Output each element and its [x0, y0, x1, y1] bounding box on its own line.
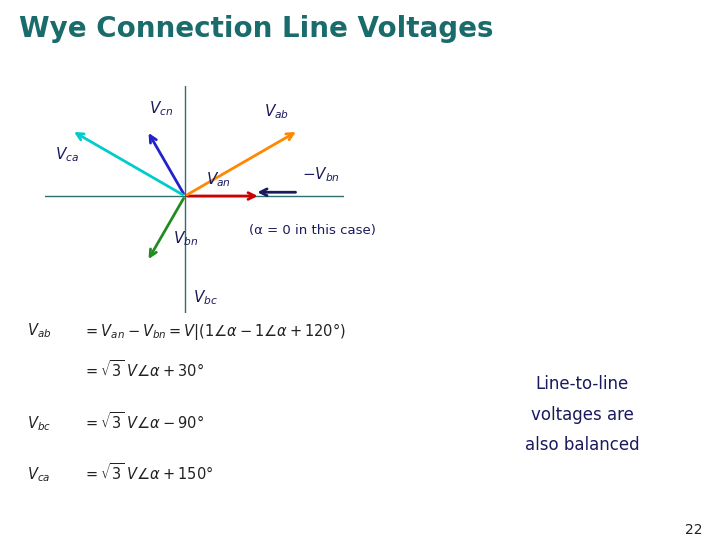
Text: $= \sqrt{3}\;V\angle\alpha - 90°$: $= \sqrt{3}\;V\angle\alpha - 90°$: [84, 410, 204, 431]
Text: $= \sqrt{3}\;V\angle\alpha + 30°$: $= \sqrt{3}\;V\angle\alpha + 30°$: [84, 360, 204, 381]
Text: $V_{ab}$: $V_{ab}$: [27, 322, 51, 340]
Text: $V_{bn}$: $V_{bn}$: [173, 229, 198, 248]
Text: $V_{ca}$: $V_{ca}$: [55, 146, 79, 165]
Text: $V_{bc}$: $V_{bc}$: [192, 288, 217, 307]
Text: $V_{ca}$: $V_{ca}$: [27, 465, 50, 484]
Text: $-V_{bn}$: $-V_{bn}$: [302, 165, 340, 184]
Text: $V_{an}$: $V_{an}$: [206, 170, 231, 188]
Text: Wye Connection Line Voltages: Wye Connection Line Voltages: [19, 15, 494, 43]
Text: $V_{ab}$: $V_{ab}$: [264, 103, 289, 122]
Text: $= \sqrt{3}\;V\angle\alpha + 150°$: $= \sqrt{3}\;V\angle\alpha + 150°$: [84, 462, 213, 483]
Text: I: I: [681, 21, 690, 39]
Text: $V_{cn}$: $V_{cn}$: [148, 99, 173, 118]
Text: 22: 22: [685, 523, 703, 537]
Text: $V_{bc}$: $V_{bc}$: [27, 415, 51, 433]
Text: $= V_{an} - V_{bn} = V|(1\angle\alpha - 1\angle\alpha+120°)$: $= V_{an} - V_{bn} = V|(1\angle\alpha - …: [84, 321, 346, 342]
Text: Line-to-line
voltages are
also balanced: Line-to-line voltages are also balanced: [525, 375, 640, 454]
Text: (α = 0 in this case): (α = 0 in this case): [249, 224, 376, 237]
